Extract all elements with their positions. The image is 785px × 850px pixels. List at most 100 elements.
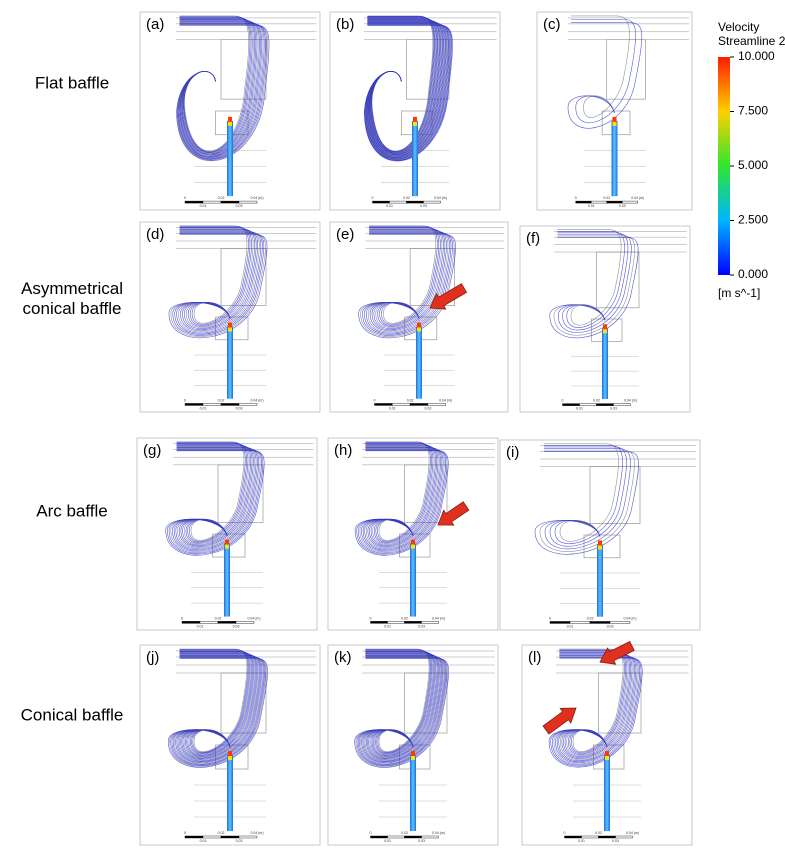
jet-tip [417, 327, 421, 332]
geometry-block [220, 248, 267, 306]
panel: 0 0.02 0.04 (m) 0.01 0.03 (l) [521, 644, 693, 846]
scale-bar-segment [372, 200, 390, 204]
scale-bar-label: 0.04 (m) [439, 398, 452, 402]
scale-bar-label: 0.03 [612, 839, 619, 843]
scale-bar-segment [217, 621, 237, 624]
annotation-arrow [599, 640, 635, 665]
scale-bar-label: 0.01 [588, 204, 595, 208]
scale-bar-segment [622, 200, 638, 204]
streamline [165, 450, 265, 556]
panel-label: (e) [336, 226, 354, 243]
scale-bar-label: 0.03 [233, 624, 240, 628]
geometry-block [404, 464, 448, 523]
scale-bar-segment [569, 621, 591, 624]
scale-bar-segment [374, 403, 393, 406]
scale-bar-segment [579, 403, 597, 406]
panel: 0 0.02 0.04 (m) 0.01 0.03 (i) [499, 439, 701, 631]
scale-bar-label: 0.01 [576, 407, 583, 411]
scale-bar-segment [421, 621, 439, 624]
scale-bar-label: 0.02 [218, 831, 225, 835]
scale-bar-segment [575, 200, 592, 204]
panel-label: (b) [336, 16, 354, 33]
scale-bar-label: 0.01 [200, 204, 207, 208]
scale-bar-label: 0.03 [420, 204, 427, 208]
scale-bar-label: 0.02 [407, 398, 414, 402]
scale-bar-segment [404, 835, 422, 839]
streamline [364, 25, 453, 162]
scale-bar-segment [181, 621, 201, 624]
jet-tip [612, 121, 617, 126]
jet-tip [228, 121, 232, 126]
scale-bar-label: 0.02 [595, 831, 602, 835]
streamline [167, 658, 268, 768]
scale-bar-segment [562, 403, 580, 406]
jet [602, 328, 608, 399]
scale-bar-segment [549, 621, 571, 624]
jet-tip [413, 121, 417, 126]
panel-label: (k) [334, 649, 352, 666]
scale-bar-segment [238, 200, 258, 204]
scale-bar-segment [409, 403, 429, 406]
jet [227, 755, 233, 831]
jet-tip [228, 327, 232, 332]
scale-bar-segment [564, 835, 582, 839]
scale-bar-label: 0.02 [403, 196, 410, 200]
scale-bar-segment [389, 200, 407, 204]
scale-bar-segment [423, 200, 441, 204]
scale-bar-segment [615, 835, 633, 839]
scale-bar-segment [392, 403, 411, 406]
jet-tip [603, 329, 607, 334]
jet-tip [411, 544, 415, 549]
scale-bar-label: 0 [372, 196, 374, 200]
jet [410, 543, 416, 617]
jet [604, 755, 610, 831]
jet-tip [605, 756, 609, 760]
scale-bar-label: 0.01 [197, 624, 204, 628]
colorbar-tick-label: 10.000 [738, 49, 775, 63]
scale-bar-label: 0 [184, 398, 186, 402]
geometry-block [598, 672, 642, 734]
scale-bar-segment [387, 835, 405, 839]
scale-bar-label: 0.04 (m) [432, 831, 445, 835]
jet-tip [598, 540, 602, 546]
scale-bar-label: 0 [575, 196, 577, 200]
scale-bar-segment [581, 835, 599, 839]
colorbar-unit: [m s^-1] [718, 286, 760, 300]
scale-bar-segment [202, 835, 222, 839]
row-label: Conical baffle [21, 705, 124, 724]
jet-tip [228, 751, 232, 756]
panel: 0 0.02 0.04 (m) 0.01 0.03 (j) [139, 644, 321, 846]
scale-bar-label: 0.03 [236, 839, 243, 843]
scale-bar-segment [613, 403, 631, 406]
scale-bar-label: 0.02 [401, 831, 408, 835]
scale-bar-label: 0 [181, 616, 183, 620]
jet [227, 326, 233, 399]
scale-bar-label: 0.01 [567, 624, 574, 628]
scale-bar-label: 0.03 [236, 406, 243, 410]
panel: 0 0.02 0.04 (m) 0.01 0.03 (d) [139, 221, 321, 413]
panel: 0 0.02 0.04 (m) 0.01 0.03 (e) [329, 221, 509, 413]
jet-tip [411, 751, 415, 756]
streamline [549, 237, 639, 339]
jet-tip [603, 324, 607, 330]
jet [410, 755, 416, 831]
streamline [168, 234, 268, 339]
scale-bar-segment [184, 835, 204, 839]
colorbar-subtitle: Streamline 2 [718, 34, 785, 48]
scale-bar-label: 0.01 [386, 204, 393, 208]
jet [412, 120, 418, 197]
scale-bar-segment [421, 835, 439, 839]
scale-bar-label: 0.04 (m) [624, 399, 637, 403]
scale-bar-label: 0 [370, 831, 372, 835]
row-label: Arc baffle [36, 501, 108, 520]
jet-tip [411, 539, 415, 545]
scale-bar-segment [427, 403, 446, 406]
streamline [354, 658, 449, 768]
scale-bar-label: 0.01 [578, 839, 585, 843]
jet-tip [411, 756, 415, 760]
scale-bar-segment [591, 200, 607, 204]
colorbar-tick-label: 0.000 [738, 267, 768, 281]
row-label: Asymmetrical conical baffle [21, 279, 123, 318]
jet-tip [228, 756, 232, 760]
geometry-block [606, 39, 646, 100]
